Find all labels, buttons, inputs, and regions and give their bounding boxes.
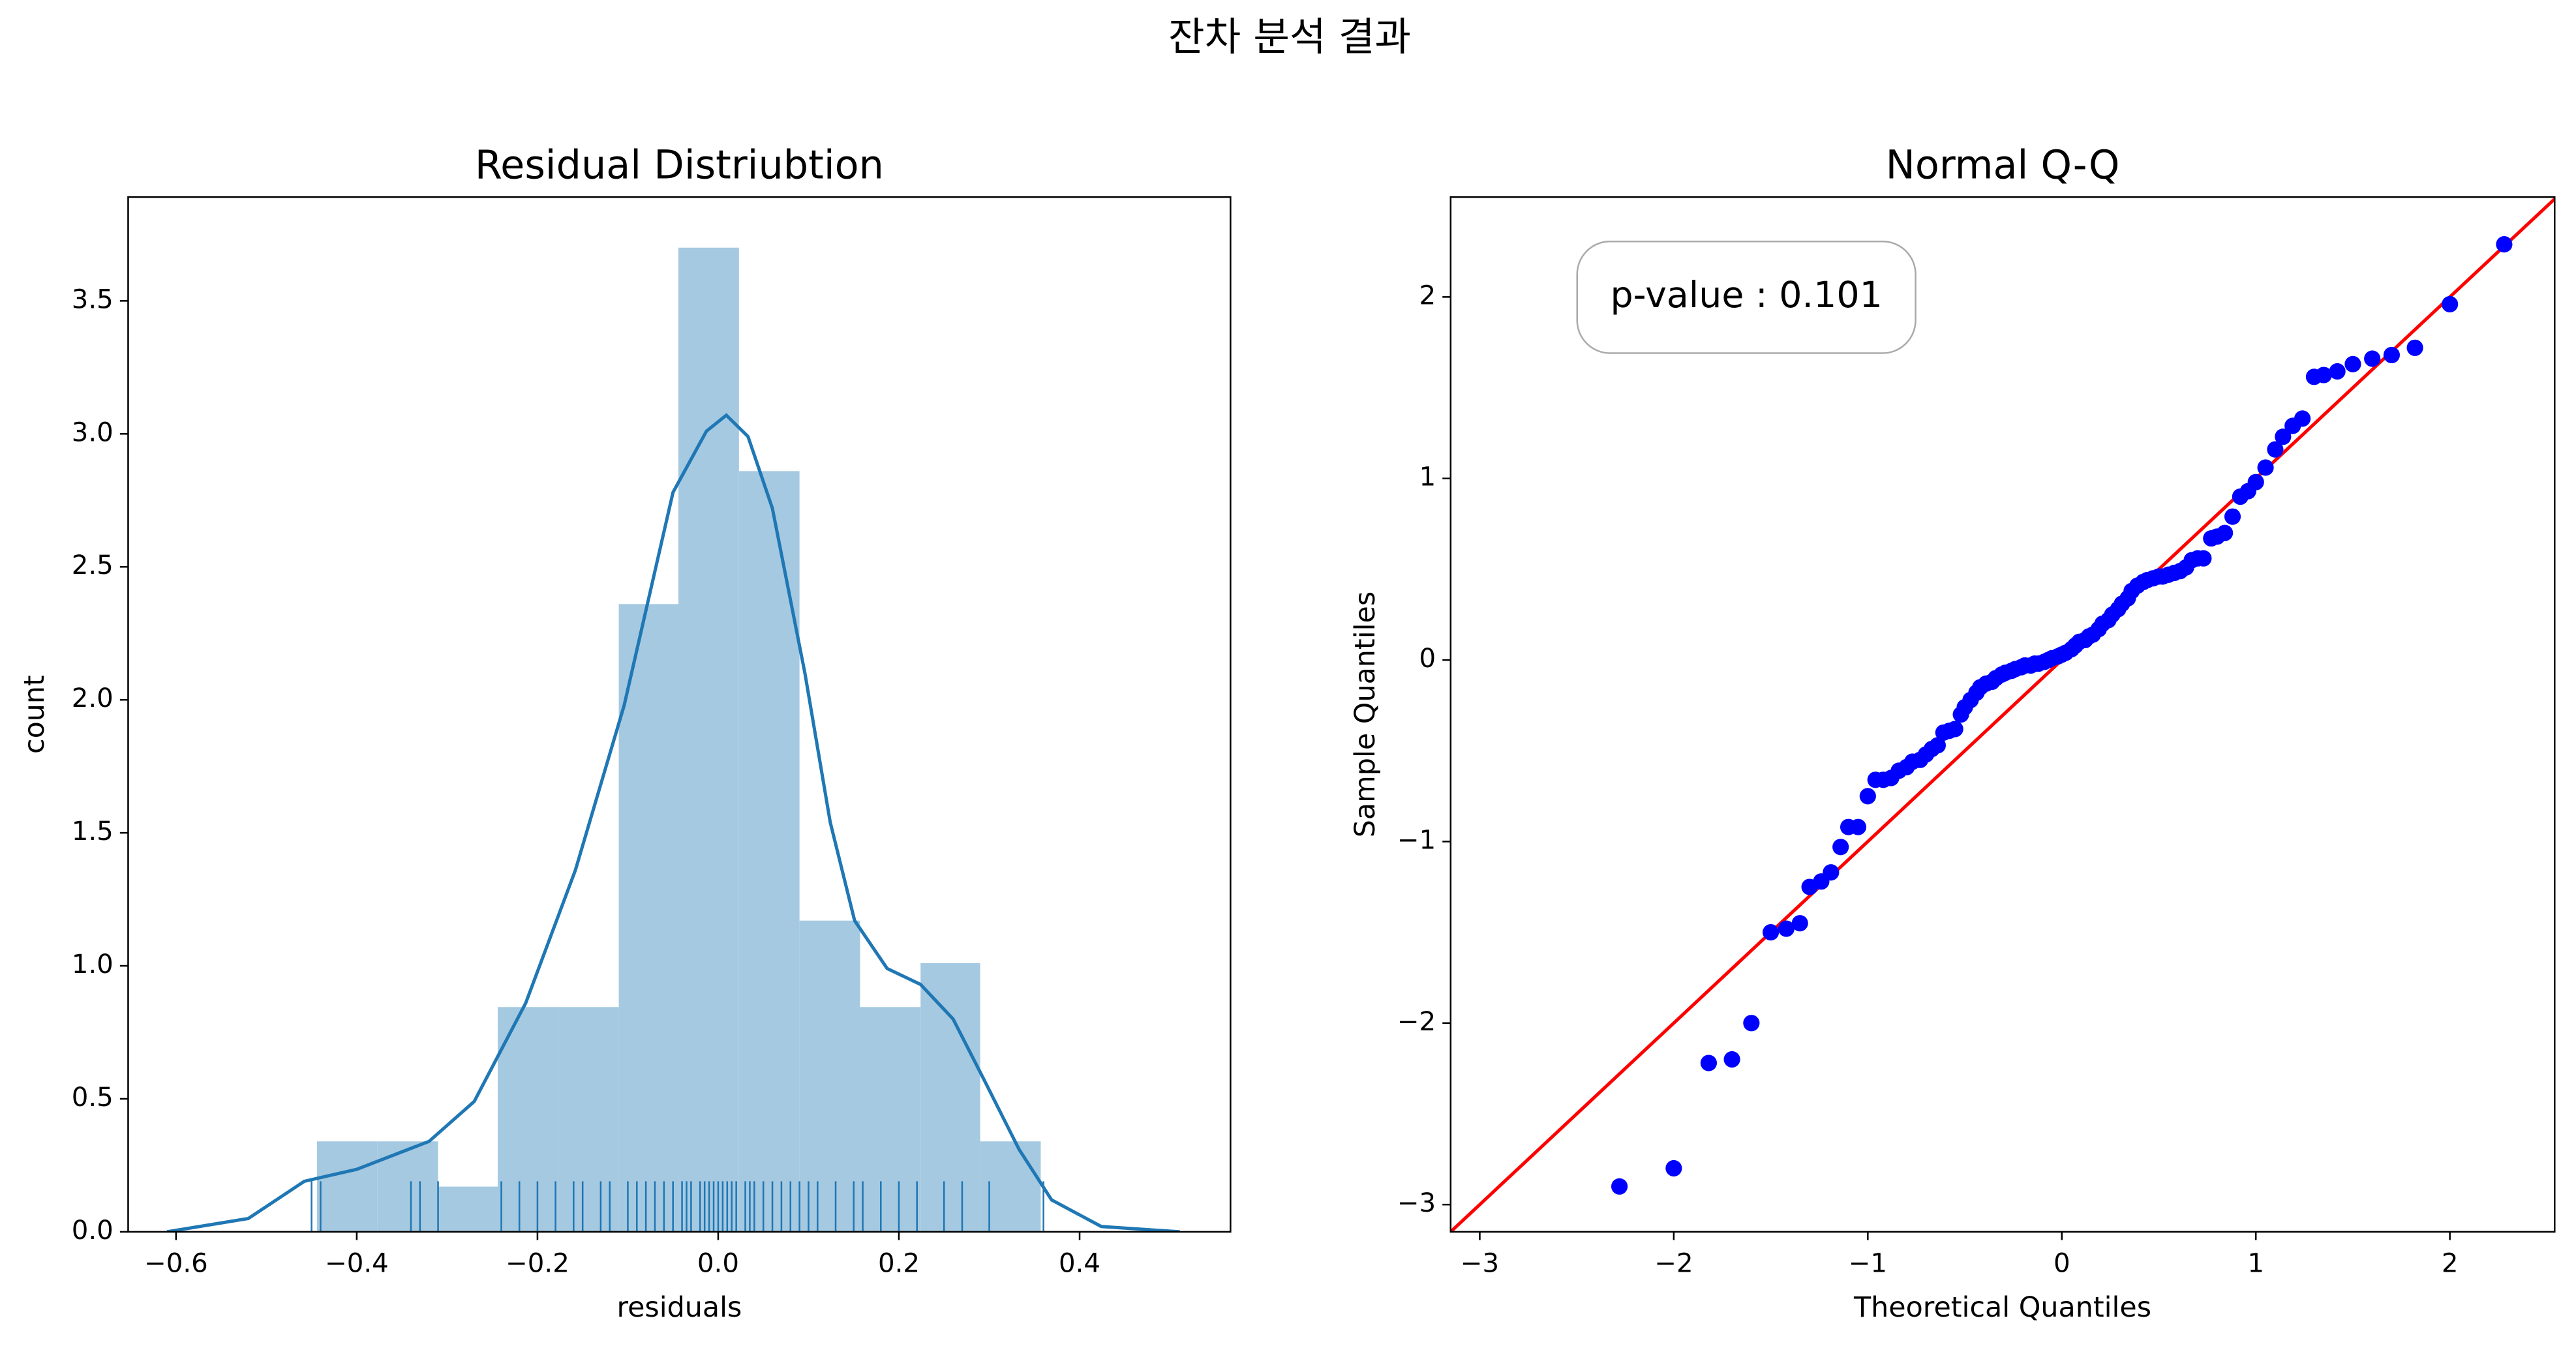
hist-bar (316, 1141, 378, 1232)
point (1947, 721, 1963, 738)
hist-bar (678, 247, 739, 1232)
axes-frame (127, 196, 1232, 1233)
y-tick-label: 0.0 (72, 1215, 114, 1246)
x-tick-label: −2 (1654, 1248, 1693, 1278)
y-tick-label: 3.5 (72, 284, 114, 314)
point (1823, 864, 1840, 881)
hist-bar (920, 963, 980, 1232)
point (1723, 1051, 1740, 1068)
figure-title: 잔차 분석 결과 (1168, 14, 1411, 60)
y-tick-label: 1 (1419, 462, 1436, 492)
x-tick-label: 0 (2053, 1248, 2070, 1278)
point (1665, 1159, 1682, 1177)
y-tick-label: 0 (1419, 643, 1436, 674)
x-tick-label: 1 (2247, 1248, 2264, 1278)
x-tick-label: 0.2 (878, 1248, 920, 1278)
point (2406, 339, 2423, 356)
x-tick-label: −1 (1849, 1248, 1887, 1278)
point (2383, 346, 2401, 364)
x-tick-label: 2 (2442, 1248, 2459, 1278)
y-tick-label: 2 (1419, 280, 1436, 310)
point (2224, 508, 2241, 525)
x-tick-label: −0.4 (325, 1248, 389, 1278)
point (2496, 236, 2513, 253)
hist-bar (438, 1186, 498, 1232)
annotation: p-value : 0.101 (1610, 275, 1882, 316)
point (1700, 1054, 1718, 1071)
point (1743, 1015, 1760, 1032)
y-tick-label: 2.5 (72, 550, 114, 580)
x-tick-label: −3 (1461, 1248, 1499, 1278)
point (1849, 818, 1867, 835)
point (2329, 363, 2346, 380)
axes-title: Normal Q-Q (1886, 143, 2120, 188)
x-tick-label: −0.2 (506, 1248, 569, 1278)
hist-bar (860, 1007, 921, 1232)
x-axis-label: residuals (616, 1291, 742, 1324)
y-tick-label: 3.0 (72, 417, 114, 447)
reference-line (1450, 198, 2555, 1232)
point (1859, 788, 1876, 805)
point (2442, 295, 2459, 313)
annotation-box (1576, 241, 1917, 354)
kde-line (166, 413, 1180, 1232)
point (2217, 524, 2234, 541)
point (1791, 915, 1808, 932)
axes-frame (1449, 196, 2556, 1233)
hist-bar (738, 471, 800, 1232)
y-tick-label: 0.5 (72, 1082, 114, 1113)
hist-bar (558, 1007, 619, 1232)
point (1778, 920, 1795, 937)
point (2247, 473, 2264, 490)
x-tick-label: 0.0 (697, 1248, 739, 1278)
hist-bar (618, 604, 679, 1232)
x-tick-label: −0.6 (144, 1248, 208, 1278)
point (2195, 550, 2212, 567)
y-tick-label: −3 (1397, 1188, 1436, 1218)
y-tick-label: 1.0 (72, 949, 114, 980)
hist-bar (497, 1007, 558, 1232)
y-axis-label: count (18, 675, 51, 754)
point (1763, 924, 1780, 941)
point (1832, 839, 1849, 856)
y-tick-label: 1.5 (72, 816, 114, 846)
x-axis-label: Theoretical Quantiles (1853, 1291, 2151, 1324)
hist-bar (377, 1141, 438, 1232)
y-tick-label: −2 (1397, 1006, 1436, 1037)
point (2294, 410, 2311, 427)
hist-bar (799, 920, 860, 1232)
hist-bar (980, 1141, 1041, 1232)
point (2275, 428, 2292, 445)
x-tick-label: 0.4 (1059, 1248, 1100, 1278)
y-tick-label: −1 (1397, 824, 1436, 855)
point (1929, 737, 1946, 754)
y-axis-label: Sample Quantiles (1349, 591, 1382, 837)
point (1611, 1178, 1628, 1195)
point (2344, 355, 2361, 372)
axes-title: Residual Distriubtion (475, 143, 884, 188)
point (2364, 350, 2381, 367)
y-tick-label: 2.0 (72, 683, 114, 713)
point (2267, 441, 2284, 458)
point (2315, 366, 2332, 383)
point (2257, 459, 2274, 476)
